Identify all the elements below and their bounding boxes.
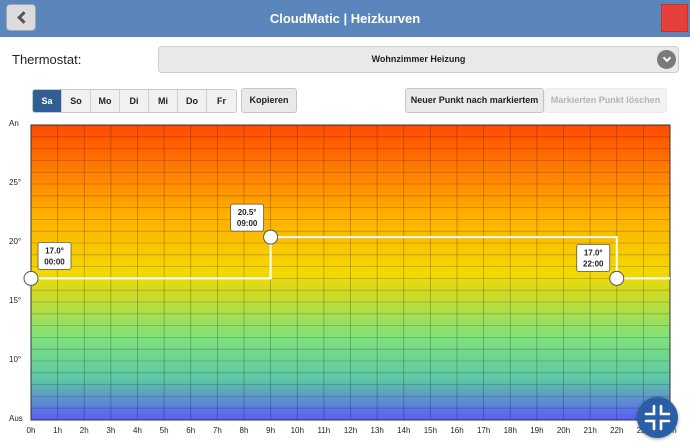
title-bar: CloudMatic | Heizkurven: [0, 0, 690, 37]
day-tab-sa[interactable]: Sa: [33, 90, 62, 112]
chart-plot-area: [30, 124, 671, 421]
day-tab-so[interactable]: So: [62, 90, 91, 112]
day-tab-mi[interactable]: Mi: [149, 90, 178, 112]
x-tick-label: 2h: [80, 426, 89, 435]
status-indicator-button[interactable]: [661, 4, 688, 32]
x-tick-label: 14h: [397, 426, 410, 435]
thermostat-label: Thermostat:: [12, 52, 82, 67]
y-tick-label: Aus: [9, 414, 23, 423]
x-tick-label: 0h: [27, 426, 36, 435]
y-tick-label: 20°: [9, 237, 22, 246]
x-tick-label: 16h: [450, 426, 463, 435]
delete-point-button[interactable]: Markierten Punkt löschen: [544, 88, 667, 113]
curve-point[interactable]: [609, 270, 625, 286]
x-tick-label: 4h: [133, 426, 142, 435]
y-tick-label: 15°: [9, 296, 22, 305]
y-tick-label: An: [9, 119, 19, 128]
point-time-label: 09:00: [237, 219, 258, 228]
heating-curve-line: [31, 236, 670, 280]
day-tab-di[interactable]: Di: [120, 90, 149, 112]
day-tab-fr[interactable]: Fr: [207, 90, 236, 112]
x-tick-label: 19h: [530, 426, 543, 435]
point-label-box: [230, 203, 265, 232]
x-tick-label: 10h: [291, 426, 304, 435]
y-tick-label: 10°: [9, 355, 22, 364]
y-tick-label: 25°: [9, 178, 22, 187]
point-label-box: [37, 241, 72, 270]
copy-button[interactable]: Kopieren: [241, 88, 297, 113]
x-tick-label: 21h: [583, 426, 596, 435]
new-point-button[interactable]: Neuer Punkt nach markiertem: [405, 88, 544, 113]
x-tick-label: 3h: [106, 426, 115, 435]
point-time-label: 00:00: [44, 257, 65, 266]
day-tab-mo[interactable]: Mo: [91, 90, 120, 112]
compress-arrows-icon: [644, 404, 671, 431]
fullscreen-button[interactable]: [637, 397, 678, 438]
x-tick-label: 13h: [370, 426, 383, 435]
x-tick-label: 18h: [504, 426, 517, 435]
day-tab-do[interactable]: Do: [178, 90, 207, 112]
thermostat-selected-value: Wohnzimmer Heizung: [371, 54, 466, 64]
x-tick-label: 11h: [317, 426, 330, 435]
x-tick-label: 6h: [186, 426, 195, 435]
x-tick-label: 22h: [610, 426, 623, 435]
x-tick-label: 9h: [266, 426, 275, 435]
point-label-box: [576, 243, 611, 272]
point-temp-label: 20.5°: [238, 208, 257, 217]
x-tick-label: 7h: [213, 426, 222, 435]
x-tick-label: 20h: [557, 426, 570, 435]
x-tick-label: 5h: [160, 426, 169, 435]
curve-point[interactable]: [263, 229, 279, 245]
point-temp-label: 17.0°: [584, 248, 603, 257]
chevron-down-icon: [657, 50, 676, 69]
back-button[interactable]: [6, 4, 36, 31]
x-tick-label: 8h: [240, 426, 249, 435]
x-tick-label: 15h: [424, 426, 437, 435]
x-tick-label: 17h: [477, 426, 490, 435]
curve-point[interactable]: [23, 270, 39, 286]
point-temp-label: 17.0°: [45, 246, 64, 255]
x-tick-label: 12h: [344, 426, 357, 435]
x-tick-label: 1h: [53, 426, 62, 435]
thermostat-select[interactable]: Wohnzimmer Heizung: [158, 46, 679, 73]
page-title: CloudMatic | Heizkurven: [269, 11, 421, 26]
point-time-label: 22:00: [583, 259, 604, 268]
day-selector: Sa So Mo Di Mi Do Fr: [32, 89, 237, 113]
